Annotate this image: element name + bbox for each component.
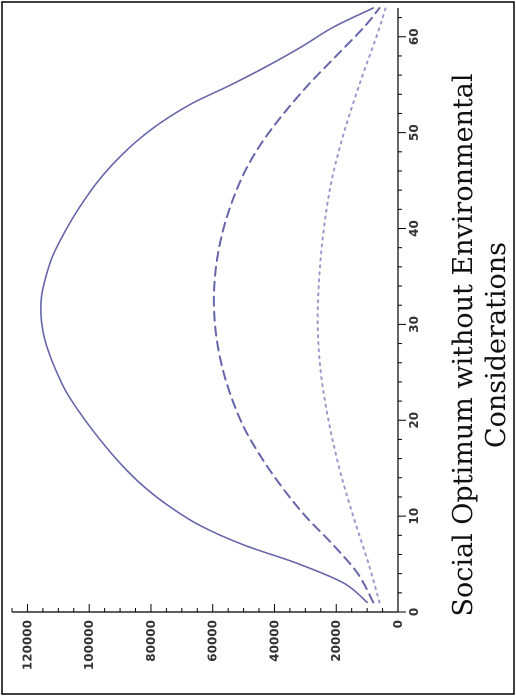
index-tick-label: 10 — [407, 508, 421, 525]
series-layer — [40, 7, 387, 604]
value-tick-label: 40000 — [267, 620, 281, 662]
axes: 0 20000 40000 60000 80000 100000 120000 0 10 20 30… — [11, 8, 421, 670]
value-tick-label: 60000 — [206, 620, 220, 662]
index-tick-label: 50 — [407, 124, 421, 141]
value-tick-label: 100000 — [82, 620, 96, 670]
index-tick-label: 30 — [407, 316, 421, 333]
index-tick-label: 60 — [407, 28, 421, 45]
value-tick-label: 20000 — [329, 620, 343, 662]
caption-line-2: Considerations — [481, 242, 512, 448]
index-tick-label: 40 — [407, 220, 421, 237]
series-line-solid — [40, 7, 375, 604]
value-tick-label: 120000 — [20, 620, 34, 670]
value-tick-label: 80000 — [144, 620, 158, 662]
series-line-dashed — [212, 7, 381, 604]
caption-line-1: Social Optimum without Environmental — [448, 73, 479, 616]
index-tick-label: 0 — [407, 608, 421, 616]
series-line-dotted — [316, 7, 387, 604]
index-tick-label: 20 — [407, 412, 421, 429]
caption: Social Optimum without Environmental Con… — [448, 73, 512, 616]
value-tick-label: 0 — [391, 620, 405, 628]
